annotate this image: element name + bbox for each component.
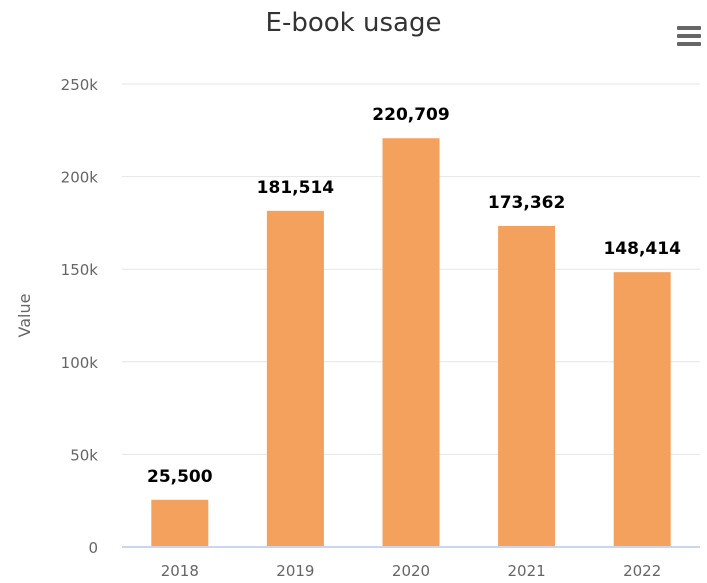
axes: 0 50k 100k 150k 200k 250k 2018 2019 2020 2021 2022… <box>15 76 700 580</box>
x-tick-label: 2021 <box>508 562 546 580</box>
menu-line <box>677 34 701 38</box>
data-label: 220,709 <box>372 105 449 125</box>
x-tick-label: 2019 <box>276 562 314 580</box>
menu-line <box>677 42 701 46</box>
bar <box>382 138 440 547</box>
data-label: 181,514 <box>257 178 335 198</box>
data-label: 148,414 <box>603 239 681 259</box>
x-tick-label: 2018 <box>161 562 199 580</box>
bar <box>266 210 324 548</box>
data-label: 173,362 <box>488 193 565 213</box>
menu-line <box>677 26 701 30</box>
y-tick-label: 150k <box>61 261 99 279</box>
y-tick-label: 100k <box>61 354 99 372</box>
y-tick-label: 0 <box>88 539 98 557</box>
bar <box>151 499 209 547</box>
y-axis-label: Value <box>15 294 34 338</box>
data-label: 25,500 <box>147 467 213 487</box>
bar <box>613 272 671 547</box>
x-tick-label: 2022 <box>623 562 661 580</box>
bar <box>498 225 556 547</box>
bars <box>151 138 671 548</box>
chart-title: E-book usage <box>265 8 442 38</box>
y-tick-label: 250k <box>61 76 99 94</box>
y-tick-label: 50k <box>70 446 98 464</box>
hamburger-menu-icon[interactable] <box>677 26 701 46</box>
x-tick-label: 2020 <box>392 562 430 580</box>
data-labels: 25,500 181,514 220,709 173,362 148,414 <box>147 105 681 487</box>
y-tick-label: 200k <box>61 169 99 187</box>
